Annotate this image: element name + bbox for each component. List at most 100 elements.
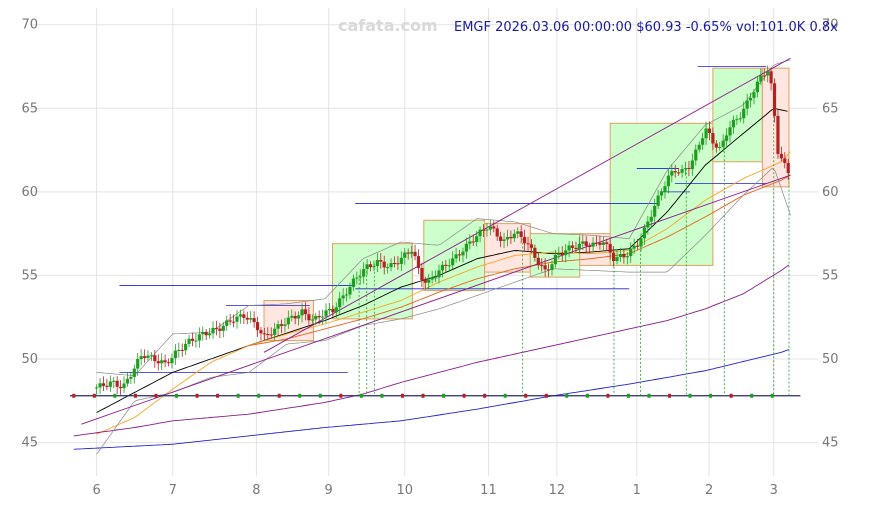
signal-markers — [70, 108, 801, 398]
candle-body — [344, 294, 349, 296]
candle-body — [519, 231, 523, 237]
candle-body — [766, 71, 770, 76]
candle-body — [368, 264, 373, 268]
candle-body — [471, 241, 475, 243]
candle-body — [598, 242, 602, 245]
x-tick-label: 8 — [252, 483, 260, 498]
candle-body — [444, 264, 448, 266]
candle-body — [276, 324, 280, 329]
candle-body — [588, 245, 592, 247]
candle-body — [724, 135, 729, 141]
candle-body — [101, 383, 106, 386]
candle-body — [502, 239, 506, 241]
candle-body — [742, 108, 746, 119]
candle-body — [608, 244, 612, 253]
candle-body — [112, 380, 116, 382]
candle-body — [420, 268, 424, 280]
candle-body — [748, 97, 753, 101]
candle-body — [413, 251, 417, 257]
candle-body — [680, 169, 684, 173]
range-box — [423, 219, 486, 291]
indicator-ma_mid — [96, 151, 791, 435]
candle-body — [564, 250, 568, 256]
candle-body — [553, 254, 558, 265]
candle-body — [286, 317, 290, 325]
x-tick-label: 10 — [396, 483, 413, 498]
x-tick-label: 2 — [705, 483, 713, 498]
candle-body — [211, 327, 215, 334]
volume-dot — [216, 393, 220, 398]
volume-dot — [72, 393, 76, 398]
candle-body — [499, 236, 503, 241]
indicator-lines — [73, 57, 791, 455]
y-axis-left: 45 50 55 60 65 70 — [21, 18, 38, 451]
candle-body — [365, 264, 369, 270]
candle-body — [639, 238, 643, 247]
candle-body — [605, 242, 609, 245]
volume-dot — [133, 393, 137, 398]
candle-body — [190, 338, 195, 341]
candle-body — [249, 318, 253, 320]
candle-body — [180, 349, 184, 351]
candle-body — [125, 378, 130, 384]
candle-body — [492, 226, 496, 229]
candle-body — [331, 308, 335, 313]
candle-body — [327, 308, 332, 311]
candle-body — [659, 191, 664, 196]
candle-body — [512, 233, 516, 239]
candle-body — [218, 328, 222, 331]
y-tick-label-left: 45 — [21, 436, 38, 451]
candle-body — [468, 241, 472, 244]
volume-dot — [688, 393, 692, 398]
candle-body — [433, 277, 438, 279]
volume-dot — [585, 393, 589, 398]
candle-body — [194, 340, 198, 342]
y-tick-label-right: 50 — [822, 352, 839, 367]
candle-body — [221, 325, 225, 331]
candle-body — [177, 349, 181, 351]
volume-dot — [524, 393, 528, 398]
candle-body — [410, 251, 414, 254]
candle-body — [166, 362, 171, 364]
candle-body — [118, 386, 123, 389]
candle-body — [440, 264, 445, 271]
candle-body — [303, 309, 308, 315]
candle-body — [663, 186, 667, 192]
candle-body — [577, 243, 581, 250]
candle-body — [297, 315, 301, 319]
indicator-band_lower — [96, 167, 791, 455]
candle-body — [464, 243, 468, 252]
candle-body — [149, 355, 154, 357]
candle-body — [646, 221, 650, 228]
candle-body — [735, 119, 739, 121]
volume-dot — [380, 393, 384, 398]
candle-body — [396, 263, 400, 265]
range-box — [579, 233, 611, 266]
candle-body — [320, 316, 325, 318]
candle-body — [495, 228, 499, 237]
candle-body — [399, 257, 403, 264]
candle-body — [228, 320, 232, 322]
candle-body — [427, 279, 431, 283]
candle-body — [314, 315, 318, 320]
candle-body — [262, 333, 266, 335]
indicator-ma_slow — [248, 174, 791, 347]
candle-body — [690, 160, 694, 170]
candle-body — [139, 356, 143, 360]
candle-body — [430, 277, 434, 280]
x-tick-label: 1 — [633, 483, 641, 498]
candle-body — [372, 266, 376, 268]
candle-body — [673, 171, 677, 173]
watermark: cafata.com — [338, 16, 438, 35]
candle-body — [201, 331, 205, 335]
candle-body — [560, 253, 564, 256]
volume-dot — [565, 393, 569, 398]
candle-body — [485, 229, 489, 231]
candle-body — [776, 115, 780, 154]
candle-body — [697, 144, 701, 150]
candle-body — [701, 138, 705, 145]
candle-body — [649, 216, 653, 222]
volume-dot — [113, 393, 117, 398]
candle-body — [375, 260, 379, 267]
